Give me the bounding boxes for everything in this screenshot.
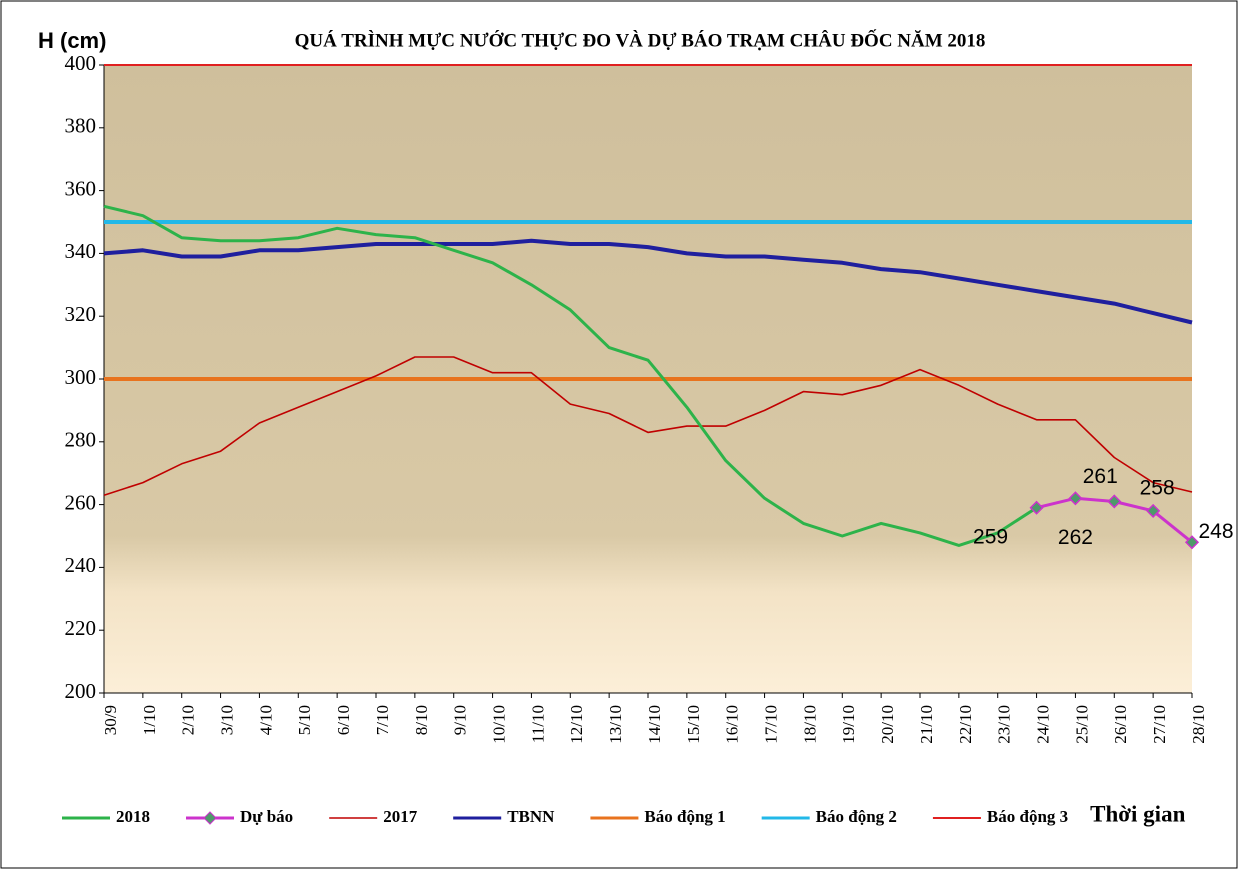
x-tick-label: 28/10 <box>1189 705 1208 744</box>
y-tick-label: 400 <box>65 51 97 75</box>
data-label: 259 <box>973 525 1008 548</box>
marker <box>1146 503 1161 518</box>
x-tick-label: 2/10 <box>179 705 198 735</box>
legend-item: Báo động 1 <box>590 807 726 826</box>
y-tick-label: 280 <box>65 428 97 452</box>
x-tick-label: 3/10 <box>217 705 236 735</box>
x-tick-label: 7/10 <box>373 705 392 735</box>
legend-label: Báo động 2 <box>816 807 897 826</box>
x-tick-label: 27/10 <box>1150 705 1169 744</box>
y-tick-label: 300 <box>65 365 97 389</box>
x-tick-label: 26/10 <box>1111 705 1130 744</box>
x-tick-label: 16/10 <box>723 705 742 744</box>
legend-label: Báo động 3 <box>987 807 1068 826</box>
x-tick-label: 30/9 <box>101 705 120 735</box>
legend-marker <box>203 811 217 825</box>
marker <box>1029 500 1044 515</box>
chart-title: QUÁ TRÌNH MỰC NƯỚC THỰC ĐO VÀ DỰ BÁO TRẠ… <box>295 29 986 51</box>
x-tick-label: 25/10 <box>1072 705 1091 744</box>
legend-item: 2018 <box>62 807 150 826</box>
x-tick-label: 21/10 <box>917 705 936 744</box>
line-series <box>103 204 1038 547</box>
x-tick-label: 19/10 <box>839 705 858 744</box>
x-tick-label: 11/10 <box>528 705 547 743</box>
line-series <box>103 238 1193 325</box>
legend-label: Báo động 1 <box>644 807 725 826</box>
x-tick-label: 23/10 <box>995 705 1014 744</box>
x-tick-label: 5/10 <box>295 705 314 735</box>
y-tick-label: 360 <box>65 176 97 200</box>
y-tick-label: 380 <box>65 114 97 138</box>
y-tick-label: 260 <box>65 490 97 514</box>
x-tick-label: 6/10 <box>334 705 353 735</box>
y-tick-label: 220 <box>65 616 97 640</box>
x-tick-label: 9/10 <box>451 705 470 735</box>
x-tick-label: 12/10 <box>567 705 586 744</box>
legend-label: TBNN <box>507 807 555 826</box>
x-tick-label: 24/10 <box>1033 705 1052 744</box>
y-tick-label: 200 <box>65 679 97 703</box>
y-tick-label: 240 <box>65 553 97 577</box>
x-tick-label: 13/10 <box>606 705 625 744</box>
data-label: 261 <box>1083 465 1118 488</box>
legend-item: 2017 <box>329 807 418 826</box>
y-axis-label: H (cm) <box>38 28 106 53</box>
x-tick-label: 8/10 <box>412 705 431 735</box>
x-tick-label: 15/10 <box>684 705 703 744</box>
legend-label: 2018 <box>116 807 150 826</box>
x-tick-label: 10/10 <box>489 705 508 744</box>
x-tick-label: 17/10 <box>761 705 780 744</box>
y-tick-label: 320 <box>65 302 97 326</box>
legend-item: Dự báo <box>186 807 293 826</box>
x-tick-label: 22/10 <box>956 705 975 744</box>
line-series <box>103 356 1193 496</box>
data-label: 262 <box>1058 526 1093 549</box>
legend-item: Báo động 3 <box>932 807 1068 826</box>
data-label: 248 <box>1198 520 1233 543</box>
x-tick-label: 14/10 <box>645 705 664 744</box>
data-label: 258 <box>1140 476 1175 499</box>
x-tick-label: 18/10 <box>800 705 819 744</box>
x-tick-label: 20/10 <box>878 705 897 744</box>
marker <box>1107 494 1122 509</box>
legend-label: Dự báo <box>240 807 293 826</box>
legend-label: 2017 <box>383 807 418 826</box>
y-tick-label: 340 <box>65 239 97 263</box>
marker <box>1068 491 1083 506</box>
x-axis-label: Thời gian <box>1090 801 1185 826</box>
x-tick-label: 1/10 <box>140 705 159 735</box>
x-tick-label: 4/10 <box>256 705 275 735</box>
legend-item: TBNN <box>453 807 555 826</box>
marker <box>1184 535 1200 550</box>
legend-item: Báo động 2 <box>761 807 897 826</box>
